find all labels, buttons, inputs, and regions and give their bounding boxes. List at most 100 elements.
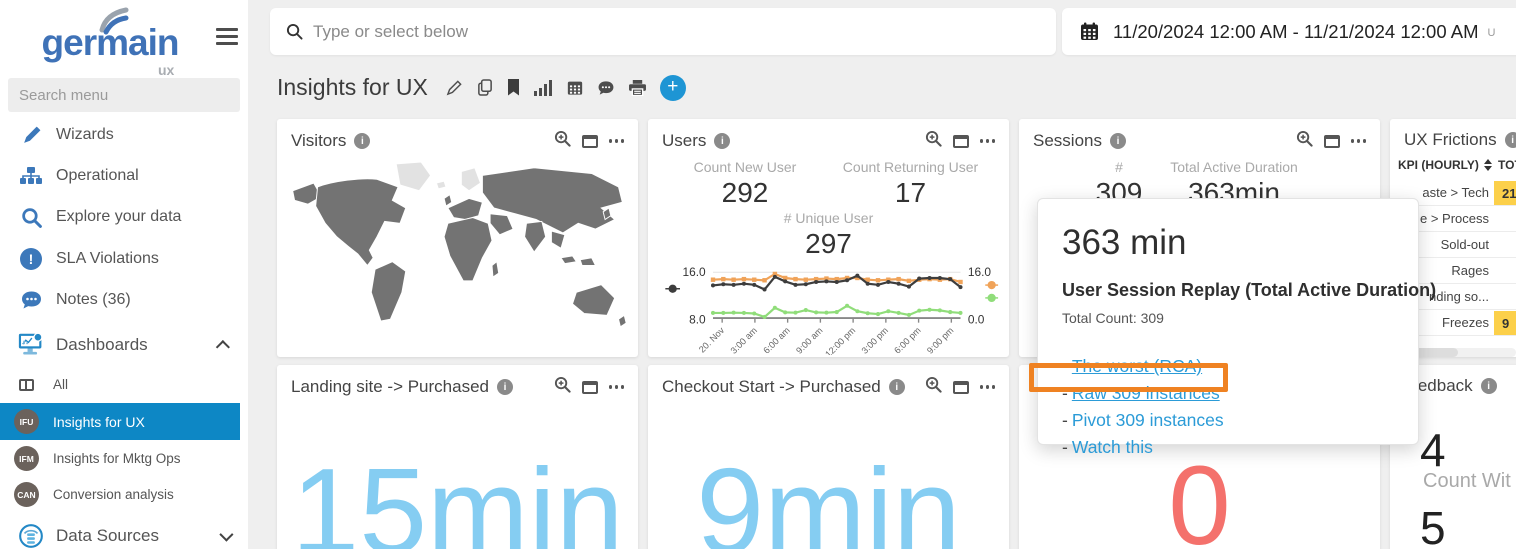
svg-text:3:00 am: 3:00 am xyxy=(729,325,760,355)
friction-row[interactable]: Sold-out xyxy=(1390,232,1516,258)
expand-window-icon[interactable] xyxy=(581,380,598,394)
chevron-down-icon[interactable] xyxy=(219,527,234,542)
logo-sub-label: ux xyxy=(158,62,175,78)
sidebar-item-label: Insights for Mktg Ops xyxy=(53,451,181,466)
info-icon[interactable]: i xyxy=(1504,132,1516,148)
landing-purchased-card: Landing site -> Purchased i 15min xyxy=(277,365,638,549)
page-title-row: Insights for UX + xyxy=(277,74,686,101)
chevron-up-icon[interactable] xyxy=(215,340,230,355)
edit-pencil-icon[interactable] xyxy=(446,79,463,96)
popup-subtitle: User Session Replay (Total Active Durati… xyxy=(1062,280,1437,300)
users-activity-chart: 16.0 8.0 16.0 0.0 20. Nov 3:00 am 6:00 am 9… xyxy=(665,265,999,355)
zoom-in-icon[interactable] xyxy=(925,376,942,398)
horizontal-scrollbar[interactable] xyxy=(1400,348,1516,357)
sidebar-item-wizards[interactable]: Wizards xyxy=(0,115,248,155)
sidebar: germain ux Wizards Operational Explore y… xyxy=(0,0,248,549)
info-icon[interactable]: i xyxy=(1480,378,1497,394)
friction-row[interactable]: Rages xyxy=(1390,258,1516,284)
info-icon[interactable]: i xyxy=(497,379,513,395)
expand-window-icon[interactable] xyxy=(1323,134,1340,148)
zoom-in-icon[interactable] xyxy=(1296,130,1313,152)
sidebar-item-notes[interactable]: Notes (36) xyxy=(0,280,248,320)
friction-row[interactable]: nding so... xyxy=(1390,284,1516,310)
info-icon[interactable]: i xyxy=(888,379,905,395)
link-watch-this[interactable]: Watch this xyxy=(1071,437,1153,457)
more-options-icon[interactable] xyxy=(608,139,624,143)
feedback-value-2: 5 xyxy=(1420,502,1446,549)
stat-label: Count New User xyxy=(693,159,797,175)
popup-headline: 363 min xyxy=(1062,223,1187,262)
bookmark-icon[interactable] xyxy=(507,79,520,96)
info-icon[interactable]: i xyxy=(354,133,371,149)
logo-text: germain xyxy=(41,22,180,63)
copy-icon[interactable] xyxy=(477,79,493,96)
dashboard-badge: IFM xyxy=(14,446,39,471)
more-options-icon[interactable] xyxy=(1350,139,1366,143)
expand-window-icon[interactable] xyxy=(581,134,598,148)
link-pivot-instances[interactable]: Pivot 309 instances xyxy=(1071,410,1224,430)
sidebar-item-insights-for-mktg-ops[interactable]: IFM Insights for Mktg Ops xyxy=(0,440,240,477)
friction-row[interactable]: Freezes 9 xyxy=(1390,310,1516,336)
calendar-icon[interactable] xyxy=(567,79,583,96)
info-icon[interactable]: i xyxy=(1109,133,1126,149)
print-icon[interactable] xyxy=(628,79,646,96)
info-icon[interactable]: i xyxy=(714,133,731,149)
columns-icon xyxy=(19,378,34,391)
zoom-in-icon[interactable] xyxy=(554,130,571,152)
sidebar-item-sla-violations[interactable]: ! SLA Violations xyxy=(0,239,248,279)
expand-window-icon[interactable] xyxy=(952,380,969,394)
visitors-card: Visitors i xyxy=(277,119,638,357)
menu-toggle-icon[interactable] xyxy=(216,28,238,46)
svg-text:12:00 pm: 12:00 pm xyxy=(823,325,857,355)
svg-text:9:00 am: 9:00 am xyxy=(794,325,825,355)
svg-text:20. Nov: 20. Nov xyxy=(697,325,727,355)
more-options-icon[interactable] xyxy=(979,385,995,389)
date-range-picker[interactable]: 11/20/2024 12:00 AM - 11/21/2024 12:00 A… xyxy=(1062,8,1516,55)
more-options-icon[interactable] xyxy=(979,139,995,143)
card-title: UX Frictions xyxy=(1404,130,1497,149)
card-title: Checkout Start -> Purchased xyxy=(662,377,881,396)
metric-value: 15min xyxy=(291,443,624,549)
metric-value: 0 xyxy=(1168,443,1231,549)
database-icon xyxy=(18,521,44,549)
date-range-value: 11/20/2024 12:00 AM - 11/21/2024 12:00 A… xyxy=(1113,20,1479,42)
expand-window-icon[interactable] xyxy=(952,134,969,148)
comment-icon xyxy=(18,290,44,310)
sidebar-item-label: Notes (36) xyxy=(56,291,131,308)
more-options-icon[interactable] xyxy=(608,385,624,389)
friction-value-badge: 9 xyxy=(1494,311,1516,335)
alert-icon: ! xyxy=(18,248,44,270)
svg-text:6:00 am: 6:00 am xyxy=(761,325,792,355)
sidebar-item-data-sources[interactable]: Data Sources xyxy=(0,514,248,549)
dashboards-monitor-icon xyxy=(18,331,44,359)
popup-total-count: Total Count: 309 xyxy=(1062,310,1164,326)
comment-icon[interactable] xyxy=(597,80,615,96)
card-title: Users xyxy=(662,131,707,150)
dashboard-badge: CAN xyxy=(14,482,39,507)
friction-row[interactable]: e > Process xyxy=(1390,206,1516,232)
app-logo[interactable]: germain ux xyxy=(0,7,248,78)
zoom-in-icon[interactable] xyxy=(925,130,942,152)
global-search-input[interactable] xyxy=(313,21,1056,42)
friction-row[interactable]: aste > Tech 21 xyxy=(1390,180,1516,206)
svg-text:3:00 pm: 3:00 pm xyxy=(860,325,891,355)
add-widget-button[interactable]: + xyxy=(659,74,686,101)
sidebar-item-dashboards[interactable]: Dashboards xyxy=(0,323,248,367)
calendar-icon xyxy=(1080,22,1099,41)
zoom-in-icon[interactable] xyxy=(554,376,571,398)
sidebar-item-explore[interactable]: Explore your data xyxy=(0,197,248,237)
sort-icon[interactable] xyxy=(1483,159,1492,171)
annotation-highlight-box xyxy=(1029,363,1228,392)
svg-text:6:00 pm: 6:00 pm xyxy=(892,325,923,355)
global-search xyxy=(270,8,1056,55)
sidebar-item-label: Data Sources xyxy=(56,526,159,545)
sidebar-item-operational[interactable]: Operational xyxy=(0,156,248,196)
sidebar-search-input[interactable] xyxy=(8,78,240,112)
column-header-kpi[interactable]: KPI (HOURLY) xyxy=(1398,158,1479,172)
column-header-total[interactable]: TOT xyxy=(1498,158,1516,172)
search-icon xyxy=(286,23,303,40)
sidebar-item-insights-for-ux[interactable]: IFU Insights for UX xyxy=(0,403,240,440)
bar-chart-icon[interactable] xyxy=(533,79,553,96)
sidebar-item-conversion-analysis[interactable]: CAN Conversion analysis xyxy=(0,476,240,513)
sidebar-item-all[interactable]: All xyxy=(0,366,240,403)
